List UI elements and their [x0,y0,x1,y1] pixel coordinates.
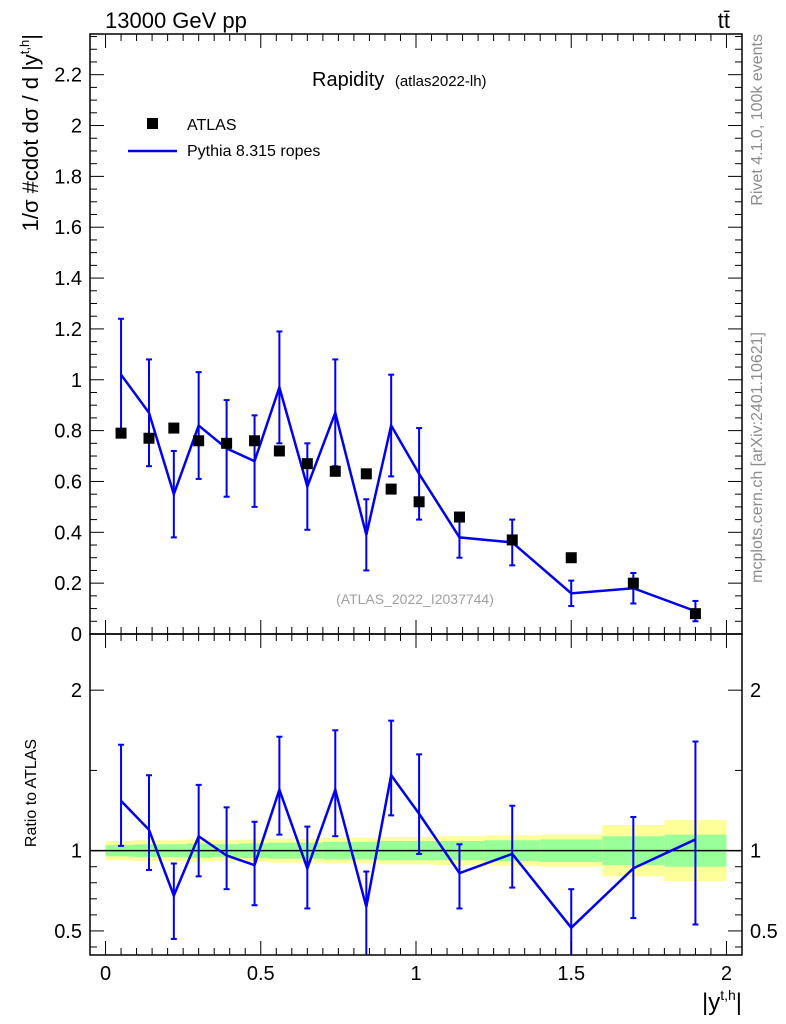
data-point [143,432,155,444]
y-tick-label: 0.4 [54,522,82,544]
labels: 0 0.5 1 1.5 2 0 0.2 0.4 0.6 0.8 1 1.2 1.4 1.6 1.8 2 2.2 0… [54,65,778,985]
ratio-y-tick-label-right: 1 [750,841,761,863]
y-tick-label: 1.2 [54,319,82,341]
data-point [221,437,233,449]
legend: ATLAS Pythia 8.315 ropes [128,117,320,160]
y-axis-label: 1/σ #cdot dσ / d |yt,h| [17,34,43,231]
y-tick-label: 0.6 [54,471,82,493]
side-text-upper: Rivet 4.1.0, 100k events [749,34,766,206]
ratio-y-tick-label: 2 [71,680,82,702]
data-point [329,465,341,477]
legend-label-atlas: ATLAS [187,117,237,134]
y-tick-label: 2.2 [54,65,82,87]
y-tick-label: 1.6 [54,217,82,239]
x-tick-label: 0.5 [247,963,275,985]
ratio-y-tick-label: 0.5 [54,921,82,943]
data-point [506,534,518,546]
data-point [413,496,425,508]
x-tick-label: 0 [100,963,111,985]
y-tick-label: 1.8 [54,166,82,188]
mc-series-line [120,373,696,613]
data-point [385,483,397,495]
ratio-frame [89,633,743,956]
y-tick-label: 1.4 [54,268,82,290]
header-left: 13000 GeV pp [105,8,247,33]
header-right: tt̄ [718,8,730,33]
data-point [565,552,577,564]
ratio-bands [90,820,742,882]
data-point [273,445,285,457]
data-point [453,511,465,523]
data-point [168,422,180,434]
ratio-y-tick-label-right: 0.5 [750,921,778,943]
axes [89,33,743,956]
data-point [301,458,313,470]
data-point [360,468,372,480]
side-text-lower: mcplots.cern.ch [arXiv:2401.10621] [749,332,766,583]
y-tick-label: 0 [71,624,82,646]
x-tick-label: 1 [410,963,421,985]
chart-title: Rapidity (atlas2022-lh) [312,69,487,91]
data-point [249,435,261,447]
legend-marker-atlas [147,118,158,129]
data-point [627,577,639,589]
data-point [193,435,205,447]
data-point [115,427,127,439]
analysis-id: (ATLAS_2022_I2037744) [336,591,494,607]
ratio-y-tick-label: 1 [71,841,82,863]
x-tick-label: 1.5 [557,963,585,985]
ratio-marks [118,719,699,955]
data-point [689,608,701,620]
x-tick-label: 2 [721,963,732,985]
y-tick-label: 1 [71,370,82,392]
chart-title-main: Rapidity [312,69,384,91]
ratio-y-tick-label-right: 2 [750,680,761,702]
y-tick-label: 2 [71,116,82,138]
ratio-y-axis-label: Ratio to ATLAS [23,739,40,847]
x-axis-label: |yt,h| [702,987,742,1016]
main-marks [115,317,701,623]
y-tick-label: 0.2 [54,573,82,595]
ratio-series-line [120,772,696,930]
y-tick-label: 0.8 [54,421,82,443]
chart-subtitle: (atlas2022-lh) [395,73,487,90]
legend-label-pythia: Pythia 8.315 ropes [187,143,320,160]
